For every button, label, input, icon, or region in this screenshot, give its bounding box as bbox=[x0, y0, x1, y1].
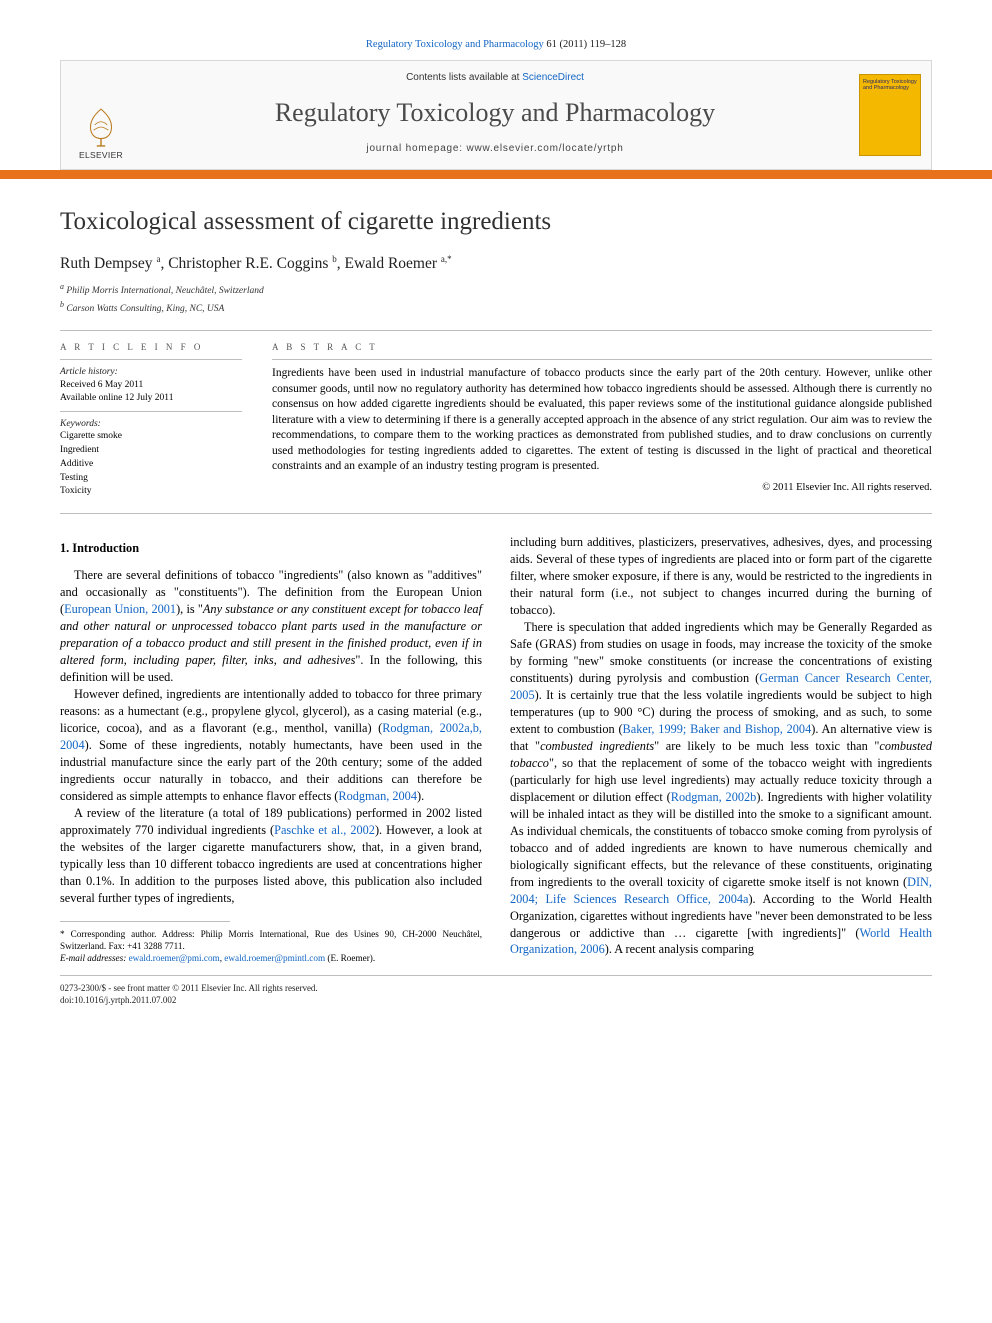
intro-para-5: There is speculation that added ingredie… bbox=[510, 619, 932, 958]
article-title: Toxicological assessment of cigarette in… bbox=[60, 205, 932, 239]
orange-divider-bar bbox=[0, 170, 992, 179]
email-link-2[interactable]: ewald.roemer@pmintl.com bbox=[224, 953, 325, 963]
citation-volpages: 61 (2011) 119–128 bbox=[546, 39, 626, 50]
cover-title: Regulatory Toxicology and Pharmacology bbox=[863, 79, 917, 91]
journal-homepage-line: journal homepage: www.elsevier.com/locat… bbox=[149, 142, 841, 156]
article-info-column: A R T I C L E I N F O Article history: R… bbox=[60, 341, 242, 499]
elsevier-wordmark: ELSEVIER bbox=[79, 150, 123, 161]
keyword: Additive bbox=[60, 458, 242, 472]
keywords-label: Keywords: bbox=[60, 418, 242, 431]
citation-journal-link[interactable]: Regulatory Toxicology and Pharmacology bbox=[366, 39, 544, 50]
affiliation-a: a Philip Morris International, Neuchâtel… bbox=[60, 281, 932, 298]
contents-prefix: Contents lists available at bbox=[406, 72, 522, 83]
front-matter-line: 0273-2300/$ - see front matter © 2011 El… bbox=[60, 982, 318, 994]
article-history-label: Article history: bbox=[60, 366, 242, 379]
journal-name: Regulatory Toxicology and Pharmacology bbox=[149, 95, 841, 130]
rule-below-abstract bbox=[60, 513, 932, 514]
ref-rodgman-2004[interactable]: Rodgman, 2004 bbox=[338, 789, 417, 803]
keyword: Cigarette smoke bbox=[60, 430, 242, 444]
elsevier-tree-icon bbox=[80, 106, 122, 148]
abstract-copyright: © 2011 Elsevier Inc. All rights reserved… bbox=[272, 481, 932, 495]
abstract-text: Ingredients have been used in industrial… bbox=[272, 360, 932, 475]
abstract-column: A B S T R A C T Ingredients have been us… bbox=[272, 341, 932, 499]
received-date: Received 6 May 2011 bbox=[60, 379, 242, 392]
homepage-url[interactable]: www.elsevier.com/locate/yrtph bbox=[466, 143, 623, 154]
keyword: Ingredient bbox=[60, 444, 242, 458]
homepage-prefix: journal homepage: bbox=[366, 143, 466, 154]
section-1-heading: 1. Introduction bbox=[60, 540, 482, 557]
intro-para-3: A review of the literature (a total of 1… bbox=[60, 805, 482, 907]
elsevier-logo: ELSEVIER bbox=[73, 99, 129, 161]
abstract-heading: A B S T R A C T bbox=[272, 341, 932, 353]
journal-cover-thumb: Regulatory Toxicology and Pharmacology bbox=[859, 74, 921, 156]
intro-para-1: There are several definitions of tobacco… bbox=[60, 567, 482, 686]
publisher-logo-cell: ELSEVIER bbox=[61, 61, 141, 169]
doi-line: doi:10.1016/j.yrtph.2011.07.002 bbox=[60, 994, 318, 1006]
online-date: Available online 12 July 2011 bbox=[60, 392, 242, 405]
body-two-columns: 1. Introduction There are several defini… bbox=[60, 534, 932, 965]
ref-eu2001[interactable]: European Union, 2001 bbox=[64, 602, 176, 616]
citation-line: Regulatory Toxicology and Pharmacology 6… bbox=[60, 38, 932, 52]
email-line: E-mail addresses: ewald.roemer@pmi.com, … bbox=[60, 952, 482, 964]
intro-para-2: However defined, ingredients are intenti… bbox=[60, 686, 482, 805]
keyword: Toxicity bbox=[60, 485, 242, 499]
corresponding-author-note: * Corresponding author. Address: Philip … bbox=[60, 928, 482, 953]
footnote-rule bbox=[60, 921, 230, 922]
sciencedirect-link[interactable]: ScienceDirect bbox=[522, 72, 584, 83]
rule-above-info bbox=[60, 330, 932, 331]
article-info-heading: A R T I C L E I N F O bbox=[60, 341, 242, 353]
intro-para-4: including burn additives, plasticizers, … bbox=[510, 534, 932, 619]
affiliations: a Philip Morris International, Neuchâtel… bbox=[60, 281, 932, 316]
contents-available-line: Contents lists available at ScienceDirec… bbox=[149, 71, 841, 85]
bottom-meta: 0273-2300/$ - see front matter © 2011 El… bbox=[60, 982, 932, 1006]
keyword: Testing bbox=[60, 472, 242, 486]
journal-cover-cell: Regulatory Toxicology and Pharmacology bbox=[849, 61, 931, 169]
footnotes-block: * Corresponding author. Address: Philip … bbox=[60, 928, 482, 965]
bottom-rule bbox=[60, 975, 932, 976]
email-link-1[interactable]: ewald.roemer@pmi.com bbox=[129, 953, 220, 963]
author-line: Ruth Dempsey a, Christopher R.E. Coggins… bbox=[60, 253, 932, 275]
email-label: E-mail addresses: bbox=[60, 953, 126, 963]
ref-paschke-2002[interactable]: Paschke et al., 2002 bbox=[274, 823, 375, 837]
ref-baker[interactable]: Baker, 1999; Baker and Bishop, 2004 bbox=[623, 722, 812, 736]
ref-rodgman-2002b[interactable]: Rodgman, 2002b bbox=[671, 790, 757, 804]
journal-header-box: ELSEVIER Contents lists available at Sci… bbox=[60, 60, 932, 170]
affiliation-b: b Carson Watts Consulting, King, NC, USA bbox=[60, 299, 932, 316]
